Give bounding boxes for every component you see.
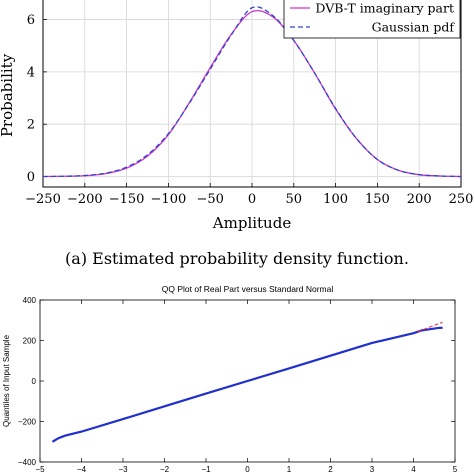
pdf-legend-box bbox=[283, 0, 461, 39]
pdf-x-tick-label: −50 bbox=[196, 192, 223, 207]
qq-x-tick-label: 2 bbox=[328, 465, 333, 474]
pdf-x-tick-label: 200 bbox=[407, 192, 432, 207]
qq-y-tick-label: 200 bbox=[23, 337, 37, 346]
qq-x-tick-label: 4 bbox=[411, 465, 416, 474]
pdf-x-tick-label: 50 bbox=[286, 192, 303, 207]
qq-title: QQ Plot of Real Part versus Standard Nor… bbox=[162, 284, 334, 294]
qq-x-tick-label: −1 bbox=[201, 465, 211, 474]
pdf-y-tick-label: 4 bbox=[27, 65, 35, 80]
pdf-x-tick-label: −100 bbox=[151, 192, 187, 207]
pdf-x-tick-label: −250 bbox=[25, 192, 61, 207]
qq-y-tick-label: −400 bbox=[18, 458, 37, 467]
pdf-y-tick-label: 6 bbox=[27, 13, 35, 28]
pdf-caption: (a) Estimated probability density functi… bbox=[65, 249, 409, 268]
qq-plot: QQ Plot of Real Part versus Standard Nor… bbox=[2, 284, 458, 474]
qq-x-tick-label: −5 bbox=[35, 465, 45, 474]
pdf-y-tick-label: 2 bbox=[27, 118, 35, 133]
qq-x-tick-label: −2 bbox=[160, 465, 170, 474]
pdf-x-tick-label: −150 bbox=[109, 192, 145, 207]
qq-y-axis-label: Quantiles of Input Sample bbox=[2, 334, 11, 427]
pdf-y-axis-label: Probability bbox=[0, 53, 16, 137]
pdf-x-tick-label: 0 bbox=[248, 192, 256, 207]
qq-x-tick-label: 5 bbox=[453, 465, 458, 474]
pdf-plot: −250 −200 −150 −100 −50 0 50 100 150 200 250 0 2 4 6 Am… bbox=[0, 0, 473, 232]
qq-y-tick-label: 400 bbox=[23, 296, 37, 305]
pdf-x-tick-label: 150 bbox=[365, 192, 390, 207]
pdf-x-axis-label: Amplitude bbox=[212, 214, 292, 232]
qq-x-tick-label: 1 bbox=[287, 465, 292, 474]
qq-x-tick-label: 3 bbox=[370, 465, 375, 474]
qq-reference-line bbox=[417, 321, 443, 333]
qq-x-tick-label: −4 bbox=[77, 465, 87, 474]
qq-y-tick-label: 0 bbox=[32, 377, 37, 386]
pdf-series-gaussian-line bbox=[42, 6, 462, 178]
qq-x-tick-label: 0 bbox=[245, 465, 250, 474]
qq-x-tick-label: −3 bbox=[118, 465, 128, 474]
qq-sample-line bbox=[51, 326, 443, 443]
pdf-x-tick-label: −200 bbox=[67, 192, 103, 207]
qq-y-tick-label: −200 bbox=[18, 418, 37, 427]
pdf-x-tick-label: 250 bbox=[449, 192, 474, 207]
pdf-legend-label: DVB-T imaginary part bbox=[315, 1, 454, 16]
pdf-y-tick-label: 0 bbox=[27, 170, 35, 185]
pdf-x-tick-label: 100 bbox=[323, 192, 348, 207]
pdf-legend-label: Gaussian pdf bbox=[372, 20, 456, 35]
